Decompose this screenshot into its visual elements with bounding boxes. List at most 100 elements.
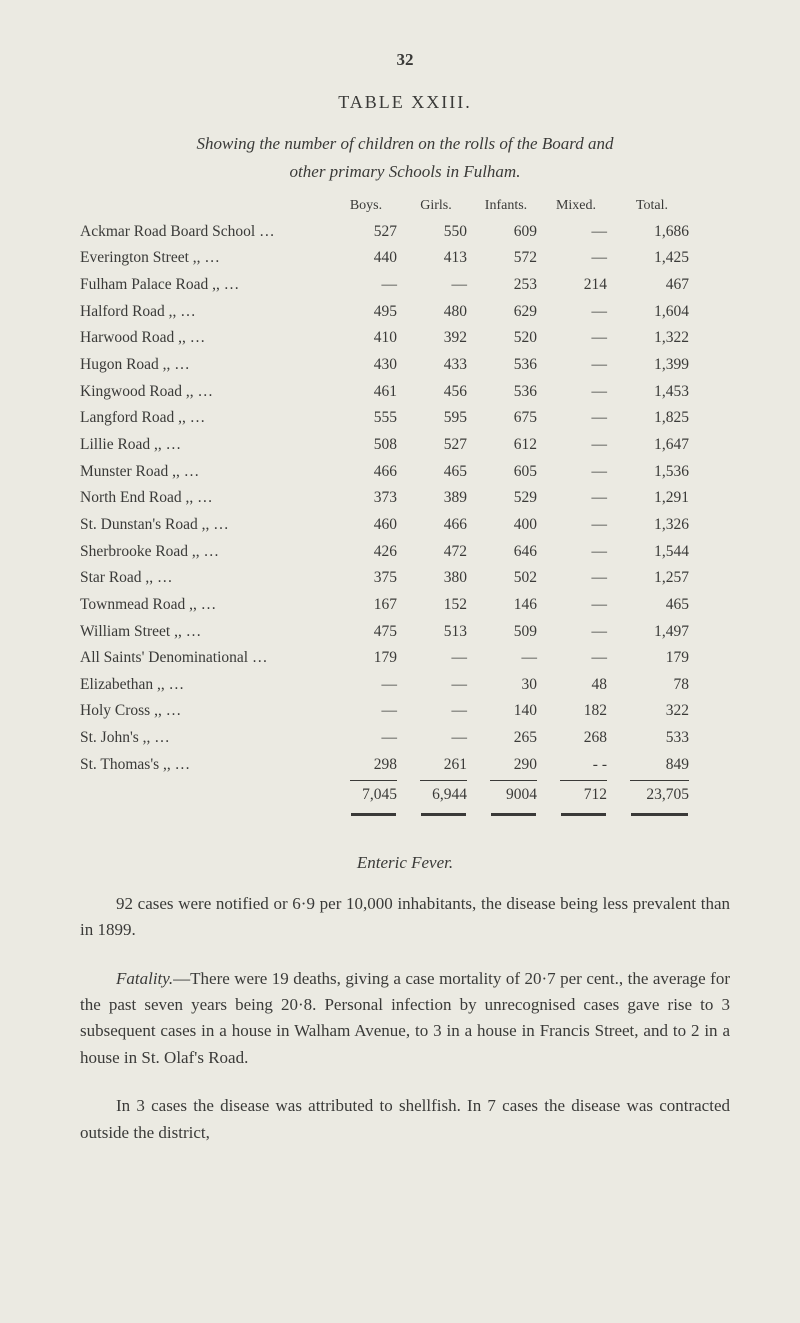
cell-mixed: — [545,539,615,566]
cell-total: 1,399 [615,352,697,379]
cell-total: 467 [615,272,697,299]
row-label: Munster Road ,, … [80,459,335,486]
fatality-label: Fatality. [116,969,173,988]
table-row: William Street ,, …475513509—1,497 [80,619,730,646]
table-subtitle-line1: Showing the number of children on the ro… [80,131,730,157]
cell-mixed: — [545,645,615,672]
cell-infants: 529 [475,485,545,512]
cell-total: 78 [615,672,697,699]
row-label: Everington Street ,, … [80,245,335,272]
cell-girls: 261 [405,752,475,779]
cell-total: 465 [615,592,697,619]
cell-girls: 472 [405,539,475,566]
totals-row: 7,045 6,944 9004 712 23,705 [80,782,730,809]
table-subtitle-line2: other primary Schools in Fulham. [80,159,730,185]
cell-total: 1,686 [615,219,697,246]
cell-total: 1,825 [615,405,697,432]
cell-boys: 430 [335,352,405,379]
cell-infants: 400 [475,512,545,539]
row-label: Halford Road ,, … [80,299,335,326]
cell-total: 533 [615,725,697,752]
cell-mixed: — [545,405,615,432]
cell-boys: 475 [335,619,405,646]
cell-mixed: 214 [545,272,615,299]
cell-total: 1,604 [615,299,697,326]
cell-infants: 30 [475,672,545,699]
cell-mixed: — [545,379,615,406]
cell-total: 1,647 [615,432,697,459]
cell-total: 179 [615,645,697,672]
table-row: St. Dunstan's Road ,, …460466400—1,326 [80,512,730,539]
cell-boys: 373 [335,485,405,512]
cell-girls: 413 [405,245,475,272]
enteric-p3: In 3 cases the disease was attributed to… [80,1093,730,1146]
cell-girls: — [405,272,475,299]
table-row: St. John's ,, …——265268533 [80,725,730,752]
cell-mixed: — [545,219,615,246]
cell-infants: 265 [475,725,545,752]
cell-boys: 440 [335,245,405,272]
cell-girls: 466 [405,512,475,539]
cell-total: 1,425 [615,245,697,272]
cell-infants: 629 [475,299,545,326]
cell-boys: — [335,725,405,752]
table-header-row: . Boys. Girls. Infants. Mixed. Total. [80,192,730,219]
totals-rule-bottom [80,813,730,821]
cell-infants: 536 [475,352,545,379]
table-row: Harwood Road ,, …410392520—1,322 [80,325,730,352]
cell-mixed: — [545,459,615,486]
table-row: Sherbrooke Road ,, …426472646—1,544 [80,539,730,566]
cell-girls: 433 [405,352,475,379]
cell-boys: 426 [335,539,405,566]
row-label: Holy Cross ,, … [80,698,335,725]
table-row: Townmead Road ,, …167152146—465 [80,592,730,619]
cell-boys: 179 [335,645,405,672]
totals-boys: 7,045 [335,782,405,809]
cell-girls: — [405,645,475,672]
row-label: Langford Road ,, … [80,405,335,432]
cell-boys: 555 [335,405,405,432]
row-label: Fulham Palace Road ,, … [80,272,335,299]
cell-mixed: — [545,299,615,326]
table-row: All Saints' Denominational …179———179 [80,645,730,672]
col-header-boys: Boys. [335,194,405,218]
enteric-p1: 92 cases were notified or 6·9 per 10,000… [80,891,730,944]
table-row: Elizabethan ,, …——304878 [80,672,730,699]
cell-girls: 513 [405,619,475,646]
cell-boys: 167 [335,592,405,619]
cell-infants: 605 [475,459,545,486]
table-row: St. Thomas's ,, …298261290- -849 [80,752,730,779]
cell-total: 1,322 [615,325,697,352]
cell-girls: — [405,672,475,699]
cell-mixed: — [545,485,615,512]
row-label: North End Road ,, … [80,485,335,512]
cell-girls: 550 [405,219,475,246]
cell-boys: — [335,272,405,299]
cell-infants: 140 [475,698,545,725]
row-label: St. Thomas's ,, … [80,752,335,779]
cell-boys: 466 [335,459,405,486]
table-row: Langford Road ,, …555595675—1,825 [80,405,730,432]
cell-mixed: 48 [545,672,615,699]
row-label: Harwood Road ,, … [80,325,335,352]
totals-total: 23,705 [615,782,697,809]
enteric-p2: Fatality.—There were 19 deaths, giving a… [80,966,730,1071]
cell-girls: 392 [405,325,475,352]
cell-boys: 375 [335,565,405,592]
cell-total: 1,544 [615,539,697,566]
cell-girls: — [405,698,475,725]
cell-mixed: 268 [545,725,615,752]
table-title: TABLE XXIII. [80,92,730,113]
row-label: Star Road ,, … [80,565,335,592]
row-label: All Saints' Denominational … [80,645,335,672]
col-header-mixed: Mixed. [545,194,615,218]
cell-mixed: - - [545,752,615,779]
table-row: Kingwood Road ,, …461456536—1,453 [80,379,730,406]
row-label: William Street ,, … [80,619,335,646]
cell-girls: 595 [405,405,475,432]
cell-infants: 502 [475,565,545,592]
cell-boys: 410 [335,325,405,352]
cell-mixed: — [545,565,615,592]
cell-infants: 675 [475,405,545,432]
totals-infants: 9004 [475,782,545,809]
